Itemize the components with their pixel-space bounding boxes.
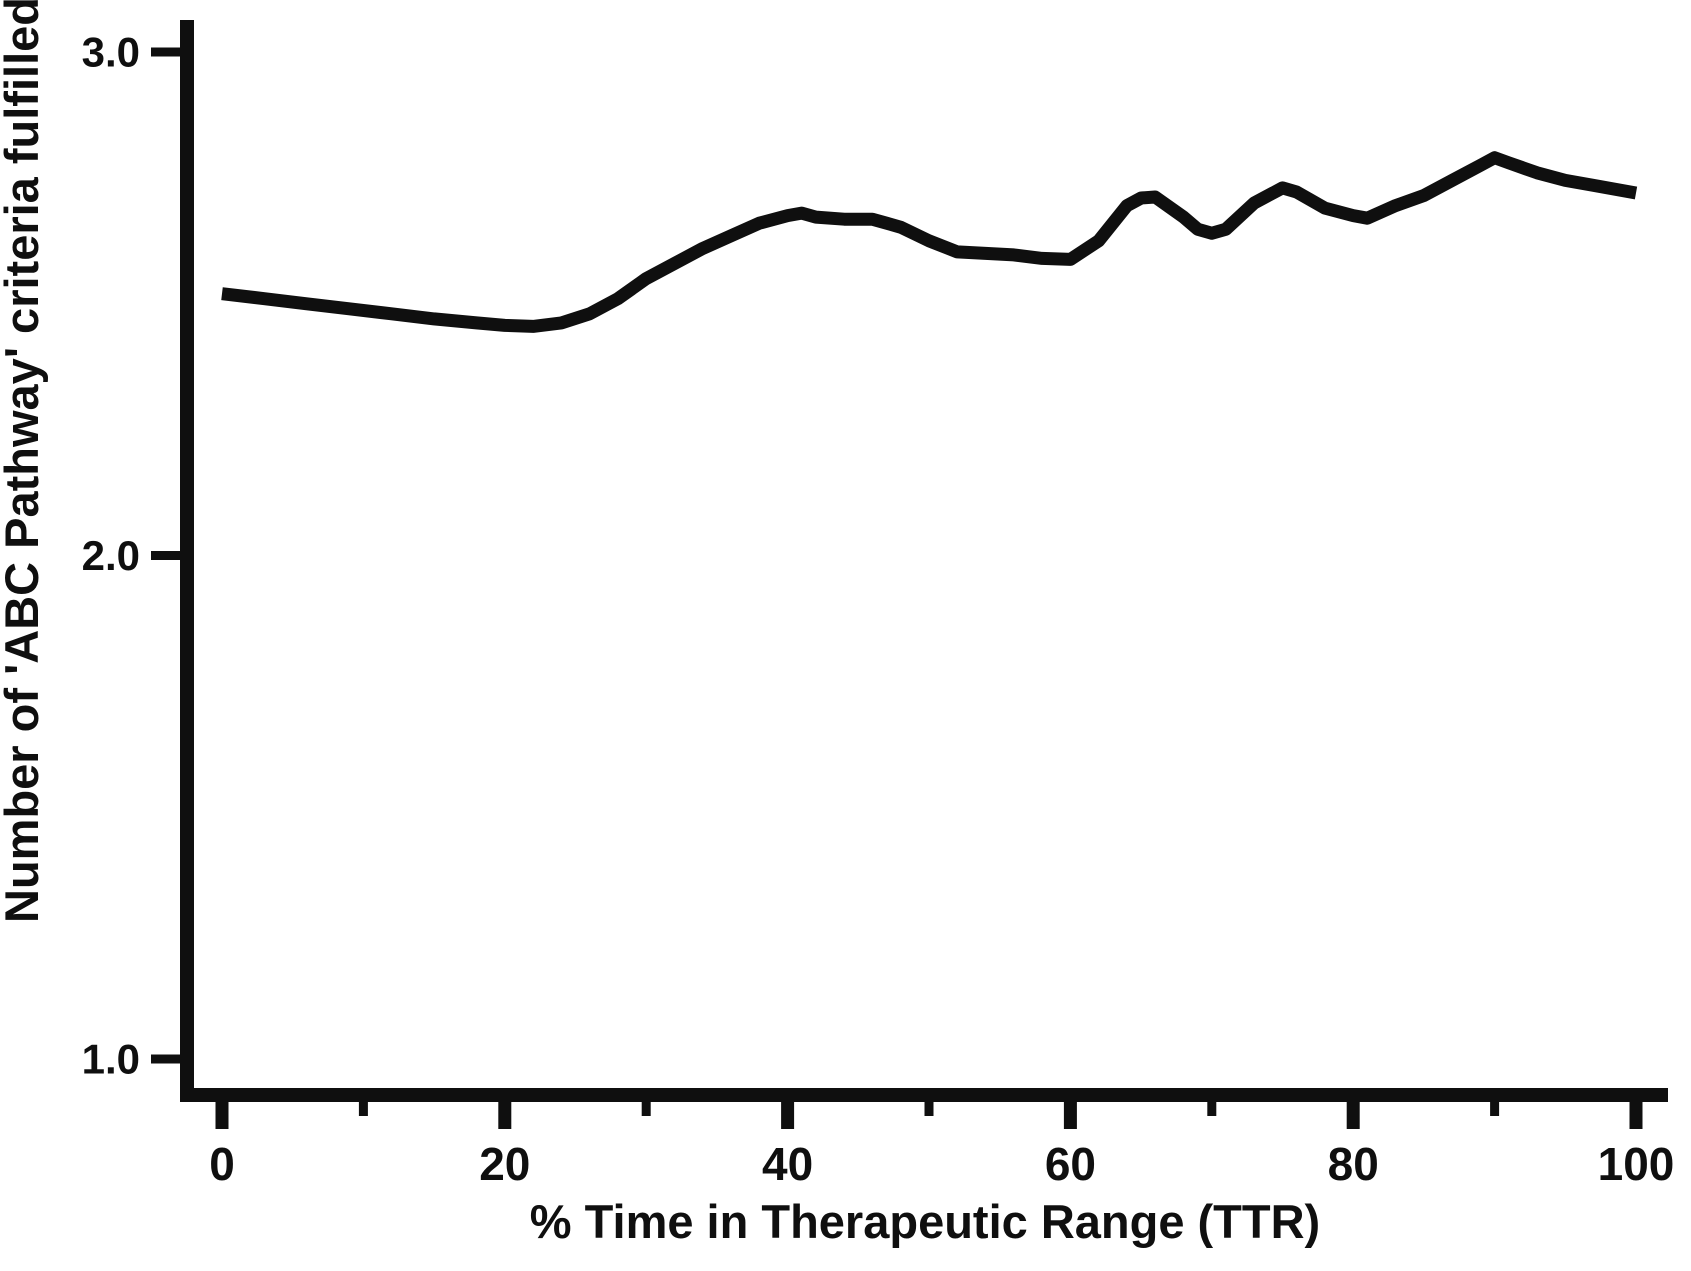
x-axis-line	[180, 1088, 1668, 1102]
y-axis-title: Number of 'ABC Pathway' criteria fulfill…	[0, 0, 48, 923]
x-major-tick	[1346, 1102, 1360, 1129]
y-tick-label: 2.0	[82, 532, 140, 579]
x-major-tick	[215, 1102, 229, 1129]
x-major-tick	[498, 1102, 512, 1129]
x-tick-label: 20	[479, 1138, 530, 1190]
y-axis-line	[180, 20, 194, 1102]
x-major-tick	[1629, 1102, 1643, 1129]
y-major-tick	[151, 47, 180, 57]
plot-area: 3.0 2.0 1.0 0 20 40 60 80 100	[82, 20, 1675, 1190]
y-tick-label: 1.0	[82, 1036, 140, 1083]
x-tick-label: 0	[209, 1138, 235, 1190]
x-axis-title: % Time in Therapeutic Range (TTR)	[530, 1195, 1320, 1248]
x-major-tick	[1063, 1102, 1077, 1129]
x-tick-label: 60	[1045, 1138, 1096, 1190]
y-major-tick	[151, 551, 180, 560]
y-tick-label: 3.0	[82, 29, 140, 76]
x-minor-tick	[358, 1102, 368, 1116]
x-tick-label: 40	[762, 1138, 813, 1190]
x-minor-tick	[641, 1102, 651, 1116]
x-minor-tick	[924, 1102, 934, 1116]
x-tick-label: 80	[1328, 1138, 1379, 1190]
x-major-tick	[781, 1102, 795, 1129]
x-minor-tick	[1207, 1102, 1217, 1116]
y-major-tick	[151, 1054, 180, 1064]
x-minor-tick	[1490, 1102, 1500, 1116]
smoothed-line-series	[221, 151, 1638, 333]
x-tick-label: 100	[1598, 1138, 1675, 1190]
